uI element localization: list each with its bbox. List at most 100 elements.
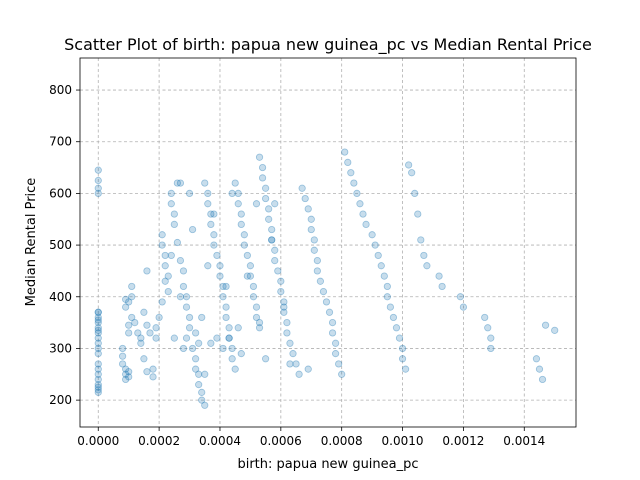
scatter-point bbox=[411, 189, 419, 198]
scatter-point bbox=[234, 324, 242, 332]
scatter-point bbox=[310, 246, 318, 254]
scatter-point bbox=[119, 360, 127, 368]
scatter-point bbox=[353, 189, 361, 198]
scatter-point bbox=[207, 339, 215, 347]
scatter-point bbox=[262, 194, 270, 203]
scatter-point bbox=[94, 381, 102, 389]
scatter-point bbox=[179, 344, 188, 353]
scatter-point bbox=[122, 375, 130, 384]
scatter-point bbox=[225, 324, 233, 332]
scatter-point bbox=[94, 166, 102, 174]
scatter-point bbox=[310, 236, 318, 244]
scatter-point bbox=[395, 334, 404, 342]
scatter-point bbox=[398, 355, 407, 363]
scatter-point bbox=[94, 370, 102, 378]
x-tick-label: 0.0012 bbox=[442, 434, 484, 448]
scatter-point bbox=[122, 303, 130, 311]
scatter-point bbox=[94, 319, 102, 327]
scatter-point bbox=[173, 179, 181, 187]
scatter-point bbox=[258, 163, 267, 172]
scatter-point bbox=[313, 267, 321, 275]
scatter-point bbox=[219, 282, 227, 291]
scatter-point bbox=[122, 365, 130, 373]
scatter-point bbox=[94, 360, 102, 368]
scatter-point bbox=[383, 293, 391, 301]
scatter-point bbox=[125, 368, 133, 376]
scatter-point bbox=[158, 241, 166, 249]
scatter-point bbox=[192, 329, 200, 337]
scatter-point bbox=[541, 321, 550, 329]
scatter-point bbox=[286, 339, 294, 347]
scatter-point bbox=[414, 210, 422, 218]
scatter-point bbox=[271, 200, 279, 208]
scatter-point bbox=[262, 184, 270, 192]
scatter-point bbox=[368, 231, 376, 239]
scatter-point bbox=[170, 220, 178, 229]
y-tick-label: 400 bbox=[49, 290, 72, 304]
scatter-point bbox=[158, 298, 166, 306]
points-layer bbox=[94, 148, 559, 409]
scatter-point bbox=[94, 383, 102, 391]
scatter-point bbox=[195, 370, 203, 378]
scatter-point bbox=[408, 169, 416, 177]
y-axis-label: Median Rental Price bbox=[24, 178, 39, 307]
ticks-layer: 0.0000 0.0002 0.0004 0.0006 0.0008 0.0010 0.00… bbox=[49, 83, 545, 448]
scatter-point bbox=[198, 313, 206, 322]
x-tick-label: 0.0008 bbox=[321, 434, 363, 448]
scatter-point bbox=[207, 210, 215, 218]
scatter-point bbox=[128, 313, 136, 322]
x-axis-label: birth: papua new guinea_pc bbox=[237, 457, 418, 472]
scatter-point bbox=[246, 272, 255, 280]
scatter-point bbox=[328, 319, 337, 327]
scatter-point bbox=[207, 220, 215, 229]
scatter-point bbox=[234, 200, 242, 208]
scatter-point bbox=[417, 236, 425, 244]
scatter-point bbox=[481, 313, 489, 322]
scatter-point bbox=[249, 282, 258, 291]
scatter-point bbox=[128, 293, 136, 301]
scatter-point bbox=[398, 344, 407, 353]
scatter-point bbox=[240, 241, 248, 249]
scatter-point bbox=[255, 324, 264, 332]
scatter-point bbox=[435, 272, 443, 280]
scatter-point bbox=[210, 231, 218, 239]
scatter-point bbox=[94, 334, 102, 342]
scatter-point bbox=[170, 334, 178, 342]
scatter-point bbox=[350, 179, 358, 187]
scatter-point bbox=[535, 365, 544, 373]
scatter-point bbox=[401, 365, 410, 373]
scatter-point bbox=[225, 334, 233, 342]
scatter-point bbox=[137, 339, 145, 347]
scatter-point bbox=[216, 262, 224, 270]
y-tick-label: 800 bbox=[49, 83, 72, 97]
scatter-point bbox=[289, 350, 297, 358]
scatter-point bbox=[179, 267, 188, 275]
scatter-point bbox=[255, 153, 264, 161]
scatter-point bbox=[222, 313, 230, 322]
scatter-point bbox=[94, 365, 102, 373]
scatter-point bbox=[192, 365, 200, 373]
scatter-point bbox=[304, 365, 312, 373]
scatter-point bbox=[234, 189, 242, 198]
scatter-point bbox=[538, 375, 547, 384]
scatter-point bbox=[201, 401, 209, 409]
x-tick-label: 0.0000 bbox=[77, 434, 119, 448]
scatter-point bbox=[125, 329, 133, 337]
scatter-point bbox=[204, 262, 212, 270]
scatter-point bbox=[125, 373, 133, 381]
scatter-point bbox=[283, 329, 291, 337]
scatter-point bbox=[325, 308, 334, 316]
scatter-point bbox=[152, 334, 160, 342]
scatter-point bbox=[143, 267, 151, 275]
grid-layer bbox=[80, 58, 576, 427]
scatter-point bbox=[301, 194, 309, 203]
scatter-point bbox=[487, 334, 495, 342]
scatter-point bbox=[94, 329, 102, 337]
scatter-point bbox=[277, 287, 285, 296]
scatter-point bbox=[146, 329, 154, 337]
scatter-point bbox=[173, 238, 181, 247]
scatter-point bbox=[283, 319, 291, 327]
scatter-point bbox=[316, 277, 324, 285]
scatter-point bbox=[246, 262, 255, 270]
